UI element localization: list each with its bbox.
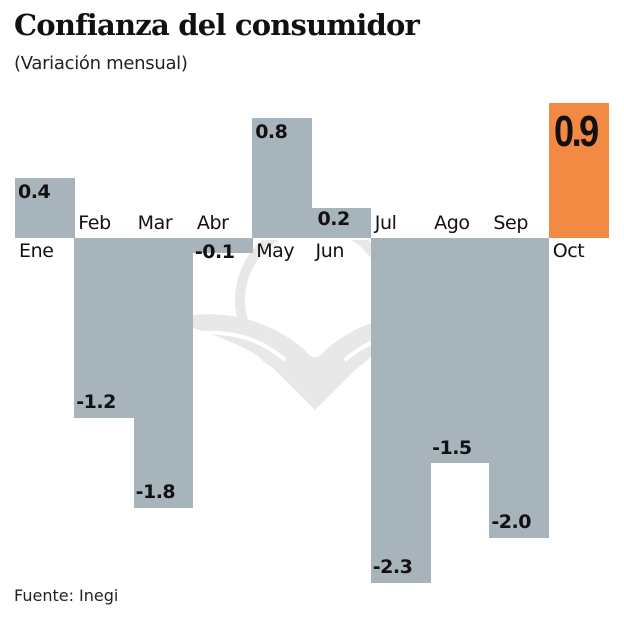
value-label: -1.2: [76, 391, 116, 413]
category-label: May: [256, 240, 295, 262]
value-label: -2.3: [372, 556, 413, 578]
category-label: Jun: [315, 240, 345, 262]
value-label: -1.8: [135, 481, 176, 503]
bar-oct: [548, 103, 609, 238]
chart-title: Confianza del consumidor: [14, 8, 420, 42]
bar-jul: [370, 238, 431, 583]
bar-sep: [489, 238, 550, 538]
source-note: Fuente: Inegi: [14, 586, 119, 605]
category-label: Feb: [78, 212, 111, 234]
value-label: -0.1: [194, 241, 235, 263]
bar-jun: [311, 208, 372, 238]
chart-subtitle: (Variación mensual): [14, 53, 188, 74]
category-label: Oct: [552, 240, 585, 262]
value-label: 0.2: [317, 208, 351, 230]
category-label: Mar: [137, 212, 173, 234]
bar-ene: [15, 178, 75, 238]
category-label: Jul: [374, 212, 397, 234]
value-label: 0.4: [18, 181, 51, 203]
bar-abr: [192, 238, 253, 253]
value-label: 0.9: [553, 107, 599, 156]
value-label: -2.0: [491, 511, 531, 533]
value-label: -1.5: [432, 437, 472, 459]
category-label: Ago: [434, 212, 470, 234]
bar-may: [252, 118, 313, 238]
bar-ago: [430, 238, 490, 463]
category-label: Sep: [493, 212, 529, 234]
category-label: Ene: [19, 240, 54, 262]
value-label: 0.8: [255, 121, 288, 143]
bar-feb: [74, 238, 135, 418]
bar-mar: [133, 238, 194, 508]
category-label: Abr: [196, 212, 229, 234]
